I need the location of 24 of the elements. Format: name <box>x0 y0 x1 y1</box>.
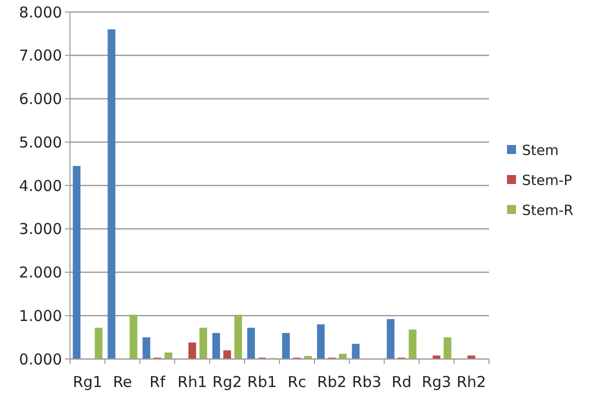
x-tick-label: Rb3 <box>352 373 382 391</box>
x-tick-label: Rd <box>392 373 412 391</box>
x-tick-label: Rb1 <box>247 373 277 391</box>
x-tick-label: Rb2 <box>317 373 347 391</box>
y-tick-label: 5.000 <box>19 133 62 152</box>
y-tick-label: 7.000 <box>19 46 62 65</box>
x-tick-label: Rc <box>288 373 306 391</box>
y-tick-label: 3.000 <box>19 220 62 238</box>
y-tick-label: 4.000 <box>19 176 62 195</box>
y-tick-label: 1.000 <box>19 306 62 325</box>
legend-label: Stem-R <box>522 202 574 219</box>
x-tick-label: Rg2 <box>212 373 242 391</box>
x-tick-label: Rf <box>150 373 166 391</box>
x-tick-label: Rg1 <box>72 373 102 391</box>
legend-label: Stem-P <box>522 172 572 189</box>
legend-label: Stem <box>522 142 559 159</box>
x-tick-label: Rg3 <box>422 373 452 391</box>
x-tick-label: Rh2 <box>456 373 486 391</box>
y-tick-label: 8.000 <box>19 3 62 22</box>
x-tick-label: Re <box>113 373 132 391</box>
y-tick-label: 0.000 <box>19 350 62 368</box>
x-tick-label: Rh1 <box>178 373 208 391</box>
y-tick-label: 6.000 <box>19 90 62 108</box>
y-tick-label: 2.000 <box>19 264 62 282</box>
